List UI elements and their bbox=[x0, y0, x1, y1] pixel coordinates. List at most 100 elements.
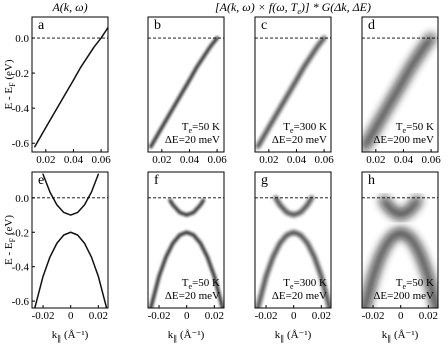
plot-area bbox=[34, 26, 108, 148]
x-tick-label: 0.02 bbox=[312, 310, 331, 322]
annotation: ΔE=20 meV bbox=[272, 134, 327, 146]
band bbox=[255, 36, 327, 149]
x-tick-label: 0.06 bbox=[207, 154, 227, 166]
annotation: Te=50 K bbox=[182, 277, 220, 291]
annotation-part: =50 K bbox=[192, 121, 220, 133]
y-axis-label-part: E - E bbox=[3, 242, 15, 265]
x-tick-label: 0 bbox=[291, 310, 297, 322]
annotation: ΔE=20 meV bbox=[165, 290, 220, 302]
x-axis-label: k∥ (Å⁻¹) bbox=[168, 329, 205, 343]
band bbox=[273, 195, 314, 218]
y-axis-label: E - EF (eV) bbox=[3, 59, 17, 109]
annotation: ΔE=200 meV bbox=[373, 134, 434, 146]
annotation-part: T bbox=[182, 121, 189, 133]
x-tick-label: 0.02 bbox=[366, 154, 385, 166]
panel: -0.02 0 0.02 h k∥ (Å⁻¹) Te=50 KΔE=200 meV bbox=[361, 171, 439, 343]
x-tick-label: 0.04 bbox=[180, 154, 200, 166]
panel-label: e bbox=[38, 173, 44, 188]
frame bbox=[254, 171, 332, 309]
band bbox=[149, 36, 219, 149]
y-tick-label: 0.0 bbox=[15, 193, 29, 205]
plot-area bbox=[149, 36, 219, 149]
panel-label: b bbox=[154, 18, 161, 33]
panel-title-part: A(k, ω) bbox=[51, 0, 87, 14]
panel: 0.02 0.04 0.06 d Te=50 KΔE=200 meV bbox=[361, 16, 441, 166]
annotation: Te=300 K bbox=[283, 121, 327, 135]
y-tick-label: -0.6 bbox=[12, 296, 30, 308]
annotation: ΔE=20 meV bbox=[272, 290, 327, 302]
x-tick-label: 0.02 bbox=[259, 154, 278, 166]
panel: -0.02 0 0.02 g k∥ (Å⁻¹) Te=300 KΔE=20 meV bbox=[254, 171, 332, 343]
annotation-part: =50 K bbox=[406, 277, 434, 289]
x-tick-label: 0 bbox=[184, 310, 190, 322]
annotation-part: e bbox=[403, 126, 407, 135]
x-tick-label: 0.06 bbox=[421, 154, 441, 166]
annotation-part: =50 K bbox=[406, 121, 434, 133]
y-tick-label: -0.2 bbox=[12, 227, 29, 239]
band bbox=[148, 230, 224, 308]
annotation-part: e bbox=[290, 282, 294, 291]
annotation-part: T bbox=[182, 277, 189, 289]
y-axis-label: E - EF (eV) bbox=[3, 215, 17, 265]
x-axis-label-part: ∥ bbox=[173, 334, 177, 343]
x-tick-label: 0.02 bbox=[36, 154, 55, 166]
plot-area bbox=[34, 173, 108, 308]
x-axis-label-part: k bbox=[382, 329, 388, 341]
y-tick-label: 0.0 bbox=[15, 33, 29, 45]
band bbox=[255, 230, 331, 308]
annotation-part: ΔE=200 meV bbox=[373, 134, 434, 146]
x-tick-label: -0.02 bbox=[362, 310, 385, 322]
annotation-part: e bbox=[290, 126, 294, 135]
panel: 0.02 0.04 0.06 0.0 -0.2 -0.4 -0.6 a A(k, ω) E - E… bbox=[3, 0, 111, 166]
x-axis-label-part: ∥ bbox=[57, 334, 61, 343]
frame bbox=[361, 171, 439, 309]
x-tick-label: -0.02 bbox=[255, 310, 278, 322]
band bbox=[42, 173, 100, 216]
plot-area bbox=[148, 198, 224, 308]
x-tick-label: 0.06 bbox=[314, 154, 334, 166]
annotation-part: =300 K bbox=[294, 121, 327, 133]
x-axis-label-part: (Å⁻¹) bbox=[284, 329, 311, 341]
x-tick-label: -0.02 bbox=[32, 310, 55, 322]
annotation-part: =300 K bbox=[294, 277, 327, 289]
annotation-part: T bbox=[283, 277, 290, 289]
x-axis-label: k∥ (Å⁻¹) bbox=[382, 329, 419, 343]
annotation: ΔE=20 meV bbox=[165, 134, 220, 146]
annotation-part: ΔE=20 meV bbox=[165, 134, 220, 146]
annotation-part: e bbox=[403, 282, 407, 291]
x-tick-label: 0.04 bbox=[394, 154, 414, 166]
x-tick-label: 0.02 bbox=[89, 310, 108, 322]
plot-area bbox=[255, 195, 331, 308]
plot-area bbox=[255, 36, 327, 149]
panel-label: h bbox=[368, 173, 375, 188]
x-axis-label-part: (Å⁻¹) bbox=[61, 329, 88, 341]
annotation: Te=50 K bbox=[182, 121, 220, 135]
panel-title-part: e bbox=[297, 7, 301, 16]
panel: -0.02 0 0.02 f k∥ (Å⁻¹) Te=50 KΔE=20 meV bbox=[147, 171, 225, 343]
band bbox=[168, 198, 206, 217]
annotation: ΔE=200 meV bbox=[373, 290, 434, 302]
annotation: Te=50 K bbox=[396, 121, 434, 135]
x-tick-label: 0.02 bbox=[419, 310, 438, 322]
panel-label: c bbox=[261, 18, 267, 33]
band bbox=[34, 231, 108, 308]
panel-label: f bbox=[154, 173, 159, 188]
x-axis-label: k∥ (Å⁻¹) bbox=[52, 329, 89, 343]
x-tick-label: 0.06 bbox=[91, 154, 111, 166]
panel-title: [A(k, ω) × f(ω, Te)] * G(Δk, ΔE) bbox=[215, 0, 371, 16]
annotation-part: T bbox=[283, 121, 290, 133]
annotation-part: T bbox=[396, 277, 403, 289]
y-tick-label: -0.4 bbox=[12, 262, 30, 274]
x-tick-label: 0.04 bbox=[287, 154, 307, 166]
panel-label: d bbox=[368, 18, 375, 33]
panel-label: a bbox=[38, 18, 45, 33]
y-axis-label-part: E - E bbox=[3, 87, 15, 110]
annotation-part: ΔE=200 meV bbox=[373, 290, 434, 302]
plot-area bbox=[362, 195, 438, 308]
annotation: Te=300 K bbox=[283, 277, 327, 291]
y-tick-label: -0.2 bbox=[12, 68, 29, 80]
band bbox=[34, 26, 108, 148]
band bbox=[362, 227, 438, 308]
x-tick-label: 0 bbox=[398, 310, 404, 322]
annotation-part: ΔE=20 meV bbox=[272, 290, 327, 302]
